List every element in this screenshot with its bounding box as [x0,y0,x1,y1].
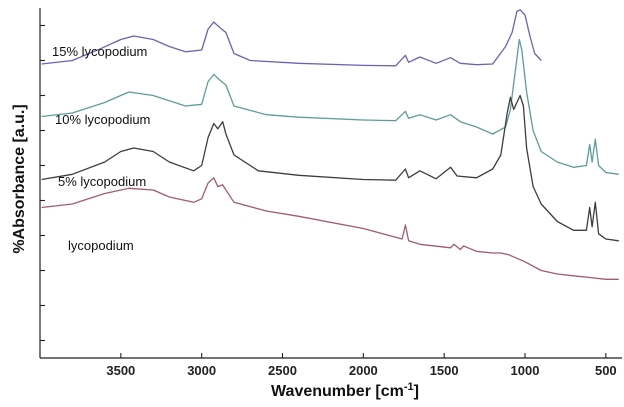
x-tick-label: 1000 [511,363,540,378]
series-labels: 15% lycopodium 10% lycopodium 5% lycopodiu… [52,44,150,253]
x-ticks: 3500 3000 2500 2000 1500 1000 500 [106,353,617,378]
plot-series [41,9,619,280]
x-tick-label: 2500 [268,363,297,378]
x-tick-label: 3000 [187,363,216,378]
x-axis-title-superscript: -1 [404,381,414,393]
x-axis-title: Wavenumber [cm-1] [271,381,419,400]
x-tick-label: 3500 [106,363,135,378]
series-label-3: 5% lycopodium [58,174,146,189]
x-tick-label: 1500 [430,363,459,378]
series-line-2 [41,38,619,175]
series-line-1 [41,9,542,67]
x-axis-title-main: Wavenumber [cm [271,383,404,400]
axes: 3500 3000 2500 2000 1500 1000 500 [39,8,622,378]
x-tick-label: 2000 [349,363,378,378]
x-axis-title-end: ] [414,383,419,400]
series-label-4: lycopodium [68,238,134,253]
y-axis-title: %Absorbance [a.u.] [11,104,28,253]
series-label-1: 15% lycopodium [52,44,147,59]
x-tick-label: 500 [595,363,617,378]
series-label-2: 10% lycopodium [55,112,150,127]
series-line-3 [41,94,619,242]
y-ticks [40,24,45,342]
series-line-4 [41,177,619,280]
